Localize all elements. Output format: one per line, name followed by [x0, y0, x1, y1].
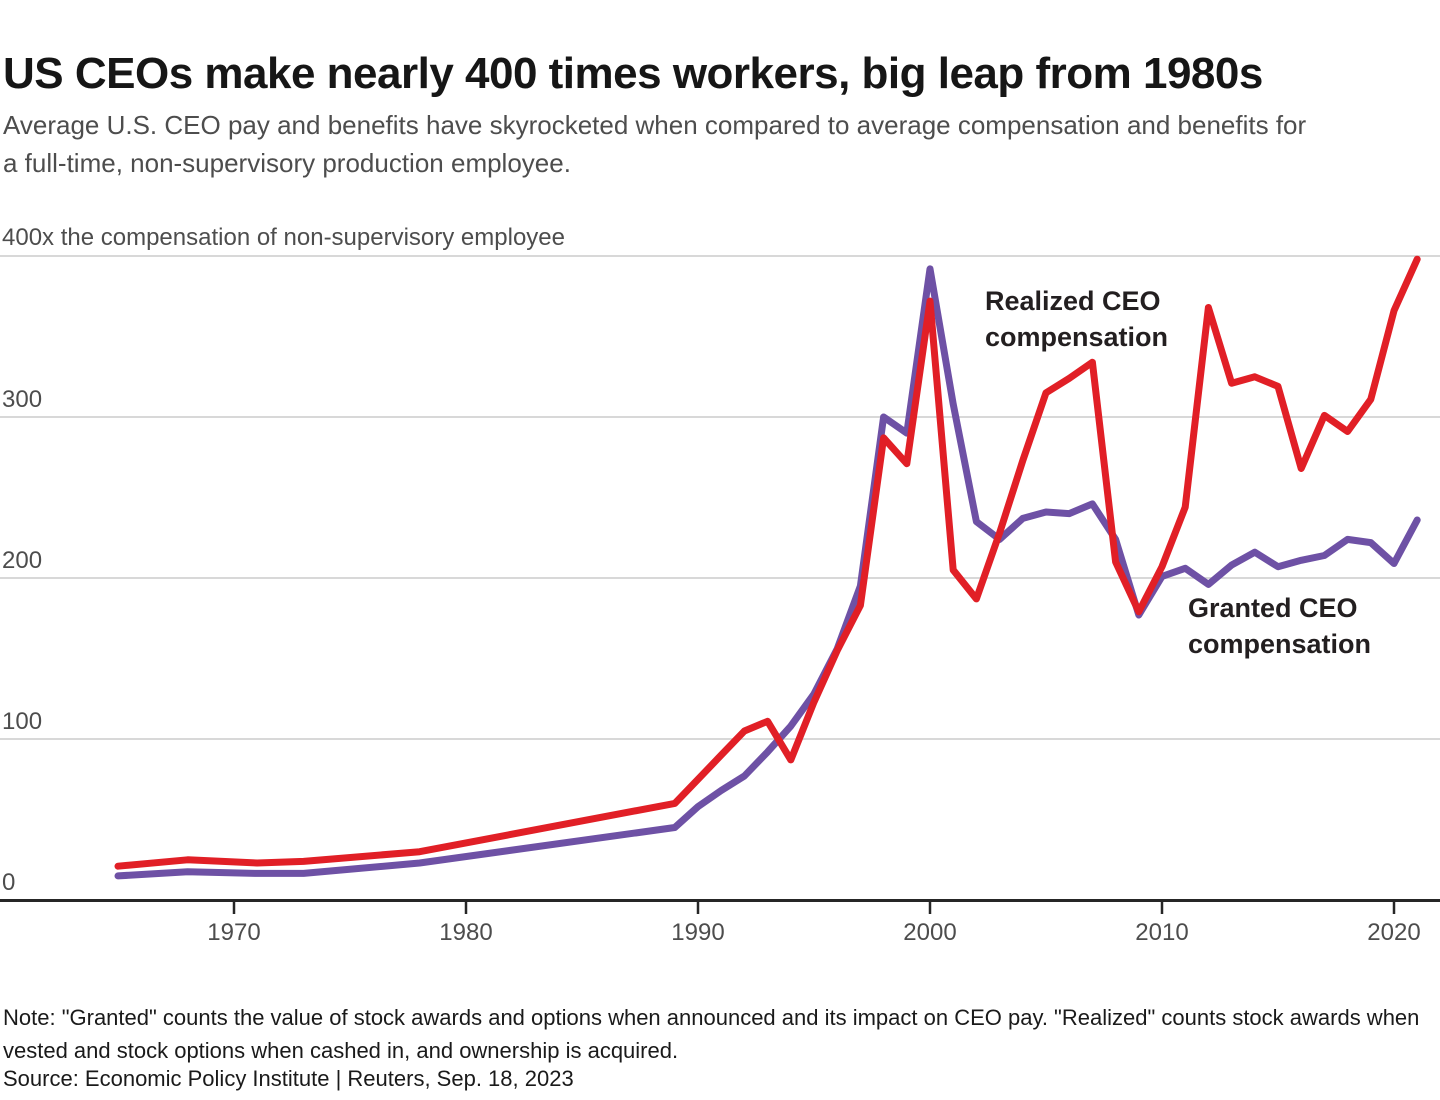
chart-subtitle-line-2: a full-time, non-supervisory production … — [3, 148, 571, 178]
x-tick-label-2000: 2000 — [903, 919, 957, 946]
granted-series-label: Granted CEO compensation — [1188, 590, 1371, 662]
footnote: Note: "Granted" counts the value of stoc… — [3, 1001, 1419, 1067]
chart-subtitle-line-1: Average U.S. CEO pay and benefits have s… — [3, 110, 1307, 140]
granted-line — [114, 265, 1421, 880]
source-line: Source: Economic Policy Institute | Reut… — [3, 1066, 574, 1091]
realized-line — [114, 255, 1421, 870]
x-tick-label-1990: 1990 — [671, 919, 725, 946]
y-tick-label-0: 0 — [2, 869, 16, 896]
footnote-line-1: Note: "Granted" counts the value of stoc… — [3, 1005, 1420, 1030]
realized-series-label-line-1: Realized CEO — [985, 286, 1161, 316]
x-tick-label-2010: 2010 — [1135, 919, 1189, 946]
y-tick-label-300: 300 — [2, 386, 43, 413]
chart-title: US CEOs make nearly 400 times workers, b… — [3, 49, 1263, 99]
chart-subtitle: Average U.S. CEO pay and benefits have s… — [3, 106, 1306, 182]
realized-series-label-line-2: compensation — [985, 322, 1169, 352]
y-tick-label-100: 100 — [2, 708, 43, 735]
x-tick-label-1970: 1970 — [207, 919, 261, 946]
y-axis-unit-label: 400x the compensation of non-supervisory… — [2, 224, 565, 251]
y-tick-label-200: 200 — [2, 547, 43, 574]
footnote-line-2: vested and stock options when cashed in,… — [3, 1038, 679, 1063]
granted-series-label-line-1: Granted CEO — [1188, 593, 1358, 623]
x-tick-label-2020: 2020 — [1367, 919, 1421, 946]
realized-series-label: Realized CEO compensation — [985, 283, 1168, 355]
granted-series-label-line-2: compensation — [1188, 629, 1372, 659]
x-tick-label-1980: 1980 — [439, 919, 493, 946]
